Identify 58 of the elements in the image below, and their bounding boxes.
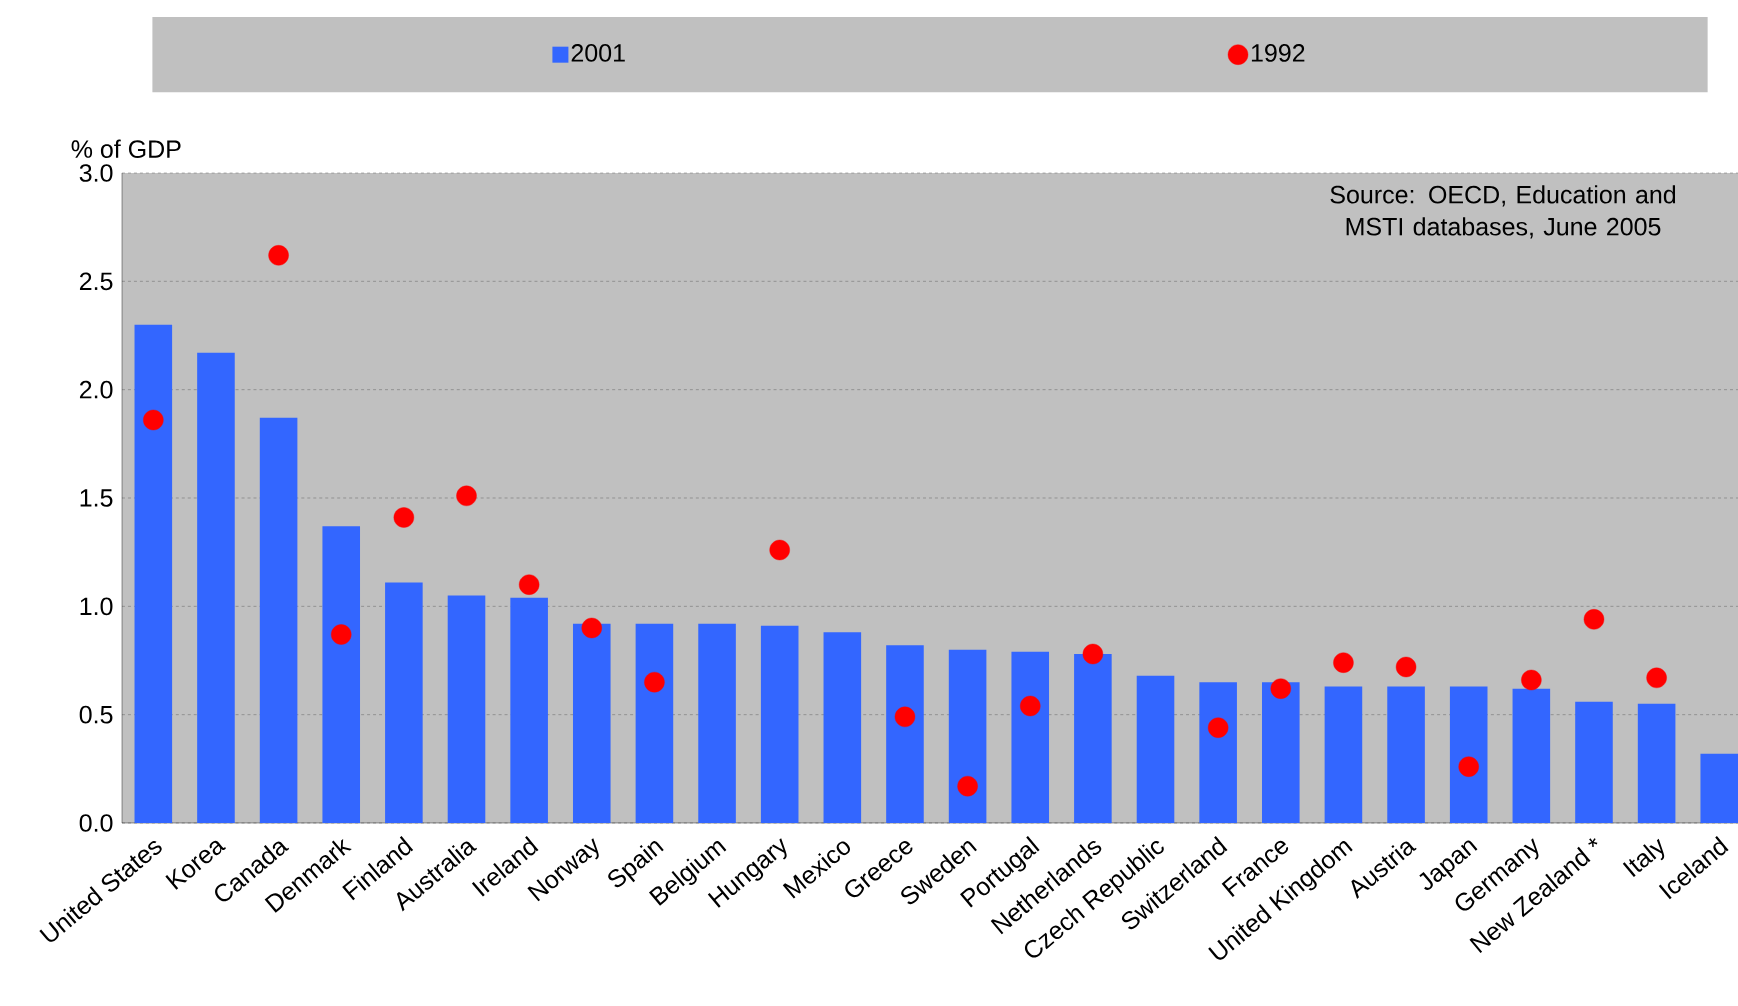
point (1458, 756, 1479, 777)
point (1521, 669, 1542, 691)
bar (1011, 651, 1050, 823)
point (1270, 678, 1291, 699)
point (1395, 656, 1417, 678)
bar (1700, 753, 1738, 823)
bar (510, 597, 548, 823)
point (143, 409, 164, 431)
bar (823, 632, 862, 823)
point (1333, 652, 1354, 673)
y-tick-label: 1.0 (80, 597, 113, 616)
bar (1074, 654, 1112, 823)
point (644, 671, 665, 693)
y-tick-label: 0.0 (79, 814, 113, 832)
point (393, 507, 415, 528)
bar (1637, 703, 1676, 823)
point (1020, 695, 1041, 717)
bar (1136, 675, 1175, 823)
point (268, 245, 289, 266)
point (456, 485, 477, 507)
bar (1262, 682, 1300, 823)
y-tick-label: 3.0 (79, 164, 113, 182)
bar (1512, 688, 1551, 823)
y-tick-label: 2.0 (79, 380, 113, 399)
bar (635, 623, 674, 823)
y-axis-title: % of GDP (71, 139, 181, 158)
point (581, 617, 602, 639)
bar (197, 352, 235, 823)
bar (1324, 686, 1363, 823)
bar (572, 623, 611, 823)
legend-label: 1992 (1251, 44, 1305, 62)
y-tick-label: 0.5 (79, 705, 113, 724)
bar (1199, 682, 1237, 823)
bar (259, 417, 298, 823)
bar (1449, 686, 1488, 823)
bar (948, 649, 987, 823)
point (894, 706, 916, 728)
point (769, 539, 790, 561)
y-tick-label: 1.5 (80, 489, 113, 507)
point (331, 624, 352, 645)
point (957, 775, 978, 797)
bar (385, 582, 423, 823)
bar (886, 645, 924, 823)
point (1583, 609, 1605, 630)
point (1082, 643, 1104, 665)
bar (760, 625, 799, 823)
point (518, 574, 540, 595)
bar (447, 595, 486, 823)
bar (1575, 701, 1613, 823)
annotation: Source: OECD, Education and MSTI databases, June 2005 (1330, 185, 1676, 239)
point (1646, 667, 1667, 689)
bar (134, 324, 173, 823)
point (1207, 717, 1229, 738)
bar (698, 623, 736, 823)
bar (322, 526, 361, 823)
y-tick-label: 2.5 (79, 272, 113, 291)
bar (1387, 686, 1425, 823)
legend-label: 2001 (571, 44, 625, 62)
